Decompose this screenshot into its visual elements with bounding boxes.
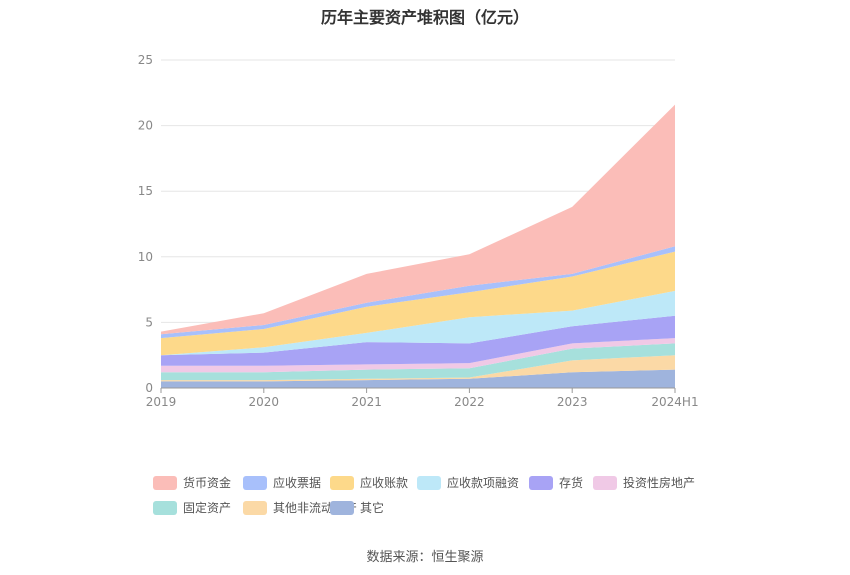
x-tick-label: 2023	[557, 395, 588, 409]
y-tick-label: 0	[145, 381, 153, 395]
legend-label: 投资性房地产	[623, 476, 696, 490]
legend-item[interactable]: 固定资产	[153, 499, 231, 516]
axis-layer: 0 5 10 15 20 25 2019 2020 2021 2022 2023 2024H1	[138, 53, 699, 409]
legend-label: 货币资金	[183, 476, 232, 490]
y-tick-label: 10	[138, 250, 153, 264]
y-tick-label: 5	[145, 315, 153, 329]
x-tick-label: 2024H1	[651, 395, 698, 409]
legend-swatch	[153, 475, 177, 490]
legend-label: 应收款项融资	[447, 476, 520, 490]
legend-item[interactable]: 投资性房地产	[593, 474, 695, 491]
legend-item[interactable]: 应收账款	[330, 474, 408, 491]
chart-title: 历年主要资产堆积图（亿元）	[320, 8, 529, 27]
area-series-其它	[161, 369, 675, 388]
area-series-货币资金	[161, 104, 675, 335]
area-layer	[161, 104, 675, 388]
legend-swatch	[243, 500, 267, 515]
x-tick-label: 2020	[249, 395, 280, 409]
y-tick-label: 20	[138, 119, 153, 133]
legend-label: 应收账款	[360, 476, 409, 490]
stacked-area-chart: 0 5 10 15 20 25 2019 2020 2021 2022 2023 2024H1	[138, 53, 699, 409]
area-series-存货	[161, 315, 675, 366]
area-series-其他非流动资产	[161, 355, 675, 382]
legend-swatch	[243, 475, 267, 490]
legend-swatch	[529, 475, 553, 490]
data-source-note: 数据来源：恒生聚源	[366, 550, 484, 565]
legend-swatch	[330, 500, 354, 515]
legend-label: 存货	[559, 476, 584, 490]
x-tick-label: 2021	[351, 395, 382, 409]
legend-swatch	[417, 475, 441, 490]
legend-swatch	[593, 475, 617, 490]
legend-item[interactable]: 货币资金	[153, 474, 231, 491]
legend-swatch	[153, 500, 177, 515]
area-series-投资性房地产	[161, 338, 675, 373]
area-series-固定资产	[161, 343, 675, 381]
legend-label: 固定资产	[183, 501, 232, 515]
legend-label: 应收票据	[273, 476, 322, 490]
y-tick-label: 15	[138, 184, 153, 198]
x-tick-label: 2019	[146, 395, 177, 409]
legend-label: 其它	[360, 501, 385, 515]
y-tick-label: 25	[138, 53, 153, 67]
legend-item[interactable]: 其它	[330, 499, 384, 516]
legend-item[interactable]: 存货	[529, 474, 583, 491]
legend-swatch	[330, 475, 354, 490]
legend-item[interactable]: 应收票据	[243, 474, 321, 491]
legend-item[interactable]: 应收款项融资	[417, 474, 519, 491]
area-series-应收账款	[161, 251, 675, 356]
x-tick-label: 2022	[454, 395, 485, 409]
area-series-应收款项融资	[161, 290, 675, 356]
